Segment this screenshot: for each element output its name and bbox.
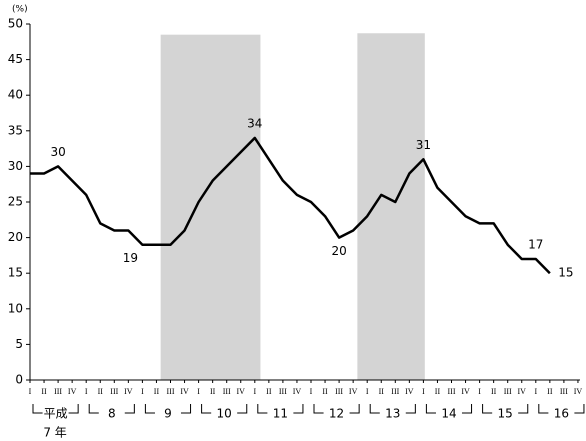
x-tick-label: II xyxy=(41,387,47,396)
x-tick-label: II xyxy=(322,387,328,396)
year-label: 平成 xyxy=(44,407,68,421)
year-label: 7 年 xyxy=(43,426,66,440)
x-tick-label: I xyxy=(85,387,88,396)
x-tick-label: II xyxy=(210,387,216,396)
x-tick-label: IV xyxy=(180,387,189,396)
x-tick-label: I xyxy=(29,387,32,396)
x-tick-label: IV xyxy=(405,387,414,396)
x-tick-label: I xyxy=(478,387,481,396)
year-label: 10 xyxy=(217,407,232,421)
x-tick-label: I xyxy=(197,387,200,396)
y-tick-label: 45 xyxy=(8,52,23,66)
year-label: 11 xyxy=(273,407,288,421)
x-tick-label: III xyxy=(54,387,62,396)
x-tick-label: II xyxy=(379,387,385,396)
x-tick-label: III xyxy=(560,387,568,396)
x-tick-label: III xyxy=(110,387,118,396)
data-label: 31 xyxy=(416,138,431,152)
line xyxy=(30,136,551,275)
x-tick-label: I xyxy=(310,387,313,396)
x-tick-label: II xyxy=(435,387,441,396)
data-label: 30 xyxy=(50,145,65,159)
x-tick-label: IV xyxy=(518,387,527,396)
x-tick-label: III xyxy=(448,387,456,396)
x-tick-label: IV xyxy=(349,387,358,396)
year-label: 14 xyxy=(441,407,456,421)
y-tick-label: 15 xyxy=(8,266,23,280)
year-label-bg xyxy=(379,406,406,420)
x-tick-label: IV xyxy=(68,387,77,396)
x-tick-label: III xyxy=(279,387,287,396)
year-label: 8 xyxy=(108,407,116,421)
data-label: 15 xyxy=(558,266,573,280)
year-label: 9 xyxy=(164,407,172,421)
x-tick-label: III xyxy=(223,387,231,396)
shaded-period xyxy=(357,33,425,380)
y-tick-label: 10 xyxy=(8,301,23,315)
x-tick-label: II xyxy=(491,387,497,396)
year-label-bg xyxy=(548,406,575,420)
y-tick-label: 20 xyxy=(8,230,23,244)
x-tick-label: II xyxy=(154,387,160,396)
x-tick-label: IV xyxy=(574,387,583,396)
x-tick-label: IV xyxy=(461,387,470,396)
x-tick-label: II xyxy=(266,387,272,396)
y-tick-label: 25 xyxy=(8,195,23,209)
x-tick-label: IV xyxy=(237,387,246,396)
data-label: 17 xyxy=(528,237,543,251)
y-tick-label: 30 xyxy=(8,159,23,173)
year-label-bg xyxy=(211,406,238,420)
y-tick-label: 50 xyxy=(8,17,23,31)
year-label-bg xyxy=(42,406,69,420)
x-tick-label: I xyxy=(422,387,425,396)
x-tick-label: I xyxy=(253,387,256,396)
x-tick-label: III xyxy=(167,387,175,396)
y-tick-label: 5 xyxy=(15,337,23,351)
year-label: 15 xyxy=(498,407,513,421)
year-label-bg xyxy=(492,406,519,420)
y-tick-label: 0 xyxy=(15,373,23,387)
year-label: 16 xyxy=(554,407,569,421)
year-label-bg xyxy=(98,406,125,420)
year-label: 13 xyxy=(385,407,400,421)
year-label-bg xyxy=(435,406,462,420)
year-label-bg xyxy=(323,406,350,420)
data-label: 19 xyxy=(123,251,138,265)
data-label: 34 xyxy=(247,116,262,130)
x-tick-label: IV xyxy=(293,387,302,396)
x-tick-label: I xyxy=(534,387,537,396)
year-label: 12 xyxy=(329,407,344,421)
x-tick-label: III xyxy=(391,387,399,396)
x-tick-label: II xyxy=(98,387,104,396)
y-tick-label: 35 xyxy=(8,123,23,137)
x-tick-label: I xyxy=(366,387,369,396)
year-label-bg xyxy=(154,406,181,420)
x-tick-label: III xyxy=(504,387,512,396)
y-tick-label: 40 xyxy=(8,88,23,102)
x-tick-label: III xyxy=(335,387,343,396)
data-label: 20 xyxy=(331,244,346,258)
x-tick-label: I xyxy=(141,387,144,396)
x-tick-label: II xyxy=(547,387,553,396)
x-tick-label: IV xyxy=(124,387,133,396)
y-unit: (%) xyxy=(12,5,28,15)
year-label-bg xyxy=(267,406,294,420)
shaded-period xyxy=(160,34,261,381)
